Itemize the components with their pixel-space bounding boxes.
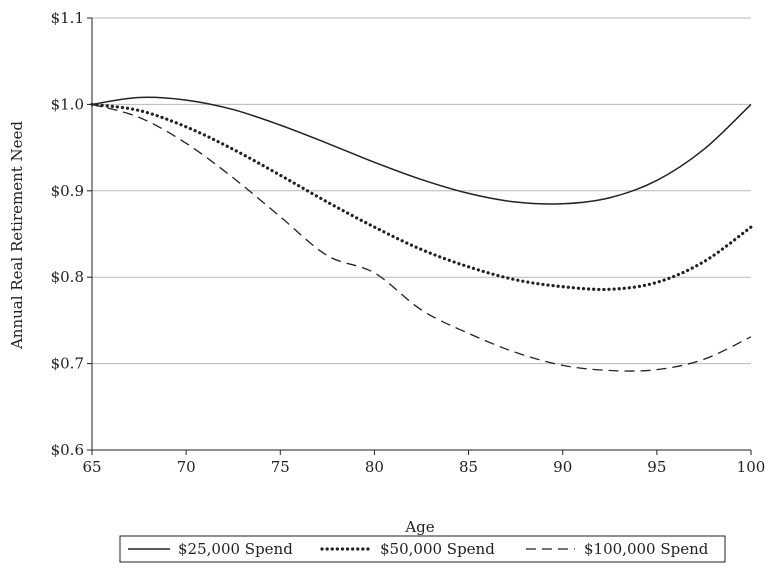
legend-box	[119, 535, 726, 563]
legend-label: $50,000 Spend	[380, 540, 495, 558]
x-tick-label: 65	[82, 458, 101, 476]
series-50k-line	[90, 102, 753, 292]
x-tick-label: 75	[271, 458, 290, 476]
y-axis-title: Annual Real Retirement Need	[8, 121, 26, 350]
y-tick-label: $0.7	[51, 355, 84, 373]
y-tick-label: $1.1	[51, 9, 84, 27]
series-25k-line	[91, 96, 752, 205]
x-axis-title: Age	[404, 518, 434, 536]
x-tick-label: 85	[459, 458, 478, 476]
series-lines	[90, 96, 753, 372]
legend-label: $25,000 Spend	[178, 540, 293, 558]
x-tick-label: 70	[177, 458, 196, 476]
x-tick-label: 95	[647, 458, 666, 476]
axes: $0.6 $0.7 $0.8 $0.9 $1.0 $1.1 65 70 75 80 85 90 95 10…	[51, 9, 766, 476]
y-tick-label: $0.6	[51, 441, 84, 459]
series-100k-line	[91, 103, 752, 372]
y-tick-label: $0.9	[51, 182, 84, 200]
y-tick-label: $0.8	[51, 268, 84, 286]
x-tick-label: 90	[553, 458, 572, 476]
grid-lines	[92, 17, 751, 365]
legend: $25,000 Spend $50,000 Spend $100,000 Spend	[119, 535, 726, 563]
x-tick-label: 100	[737, 458, 766, 476]
legend-label: $100,000 Spend	[584, 540, 709, 558]
x-tick-label: 80	[365, 458, 384, 476]
axis-labels: Age Annual Real Retirement Need	[8, 121, 435, 536]
y-tick-label: $1.0	[51, 95, 84, 113]
